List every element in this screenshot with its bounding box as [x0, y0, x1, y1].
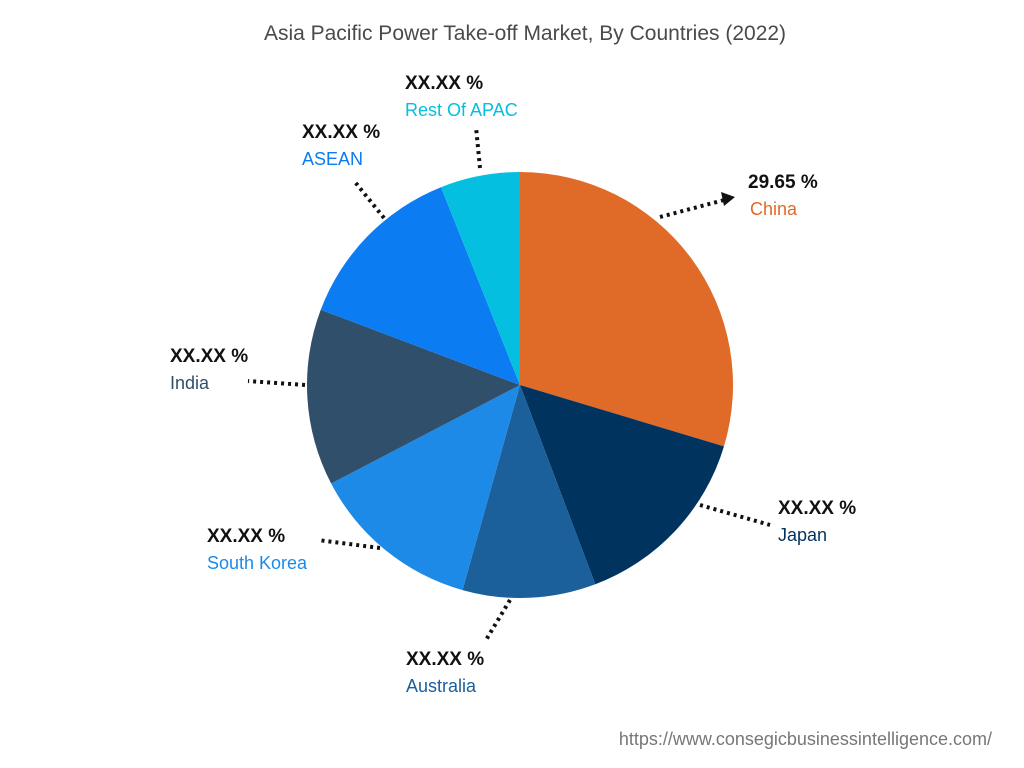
category-label-japan: Japan: [778, 525, 828, 545]
slice-china: [520, 172, 733, 447]
label-south-korea: XX.XX % South Korea: [207, 524, 307, 576]
leader-arrowhead-china: [721, 192, 735, 206]
leader-line-australia: [484, 598, 512, 642]
label-india: XX.XX % India: [170, 344, 248, 396]
value-label-japan: XX.XX %: [778, 498, 857, 519]
value-label-south-korea: XX.XX %: [207, 526, 286, 547]
label-australia: XX.XX % Australia: [406, 647, 484, 699]
label-rest-of-apac: XX.XX % Rest Of APAC: [405, 71, 518, 123]
source-url: https://www.consegicbusinessintelligence…: [618, 729, 992, 749]
slice-rest-of-apac: [440, 172, 520, 385]
category-label-australia: Australia: [406, 676, 477, 696]
label-china: 29.65 % China: [748, 170, 818, 222]
value-label-china: 29.65 %: [748, 172, 818, 193]
category-label-south-korea: South Korea: [207, 553, 308, 573]
slice-australia: [462, 385, 596, 598]
leader-line-japan: [699, 503, 771, 527]
slice-asean: [320, 187, 520, 385]
slice-japan: [520, 385, 724, 585]
category-label-rest-of-apac: Rest Of APAC: [405, 100, 518, 120]
label-asean: XX.XX % ASEAN: [302, 120, 380, 172]
label-japan: XX.XX % Japan: [778, 496, 856, 548]
leader-line-india: [247, 379, 306, 387]
value-label-australia: XX.XX %: [406, 649, 485, 670]
category-label-china: China: [750, 199, 798, 219]
value-label-india: XX.XX %: [170, 346, 249, 367]
value-label-asean: XX.XX %: [302, 122, 381, 143]
leader-line-south-korea: [317, 538, 381, 550]
slice-south-korea: [331, 385, 520, 591]
leader-line-china: [659, 197, 729, 219]
value-label-rest-of-apac: XX.XX %: [405, 73, 484, 94]
chart-title: Asia Pacific Power Take-off Market, By C…: [263, 22, 787, 45]
category-label-india: India: [170, 373, 210, 393]
category-label-asean: ASEAN: [302, 149, 364, 169]
slice-india: [307, 309, 520, 484]
leader-line-rest-of-apac: [474, 126, 482, 169]
leader-line-asean: [353, 180, 386, 220]
